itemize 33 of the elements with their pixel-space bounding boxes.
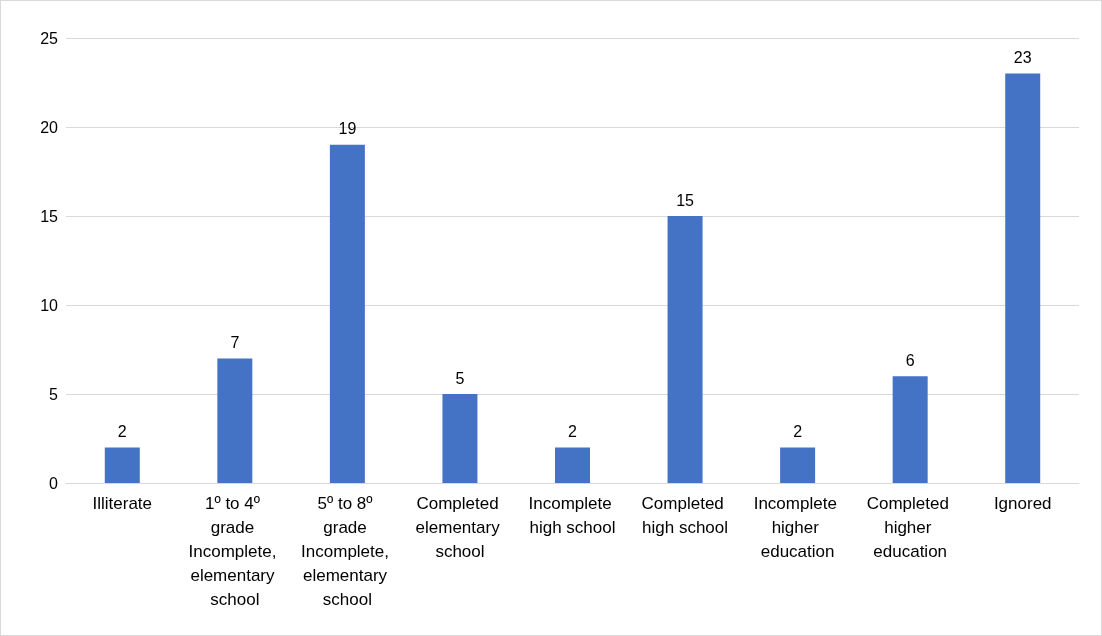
y-tick-label: 25 [40,29,59,47]
y-tick-label: 10 [40,296,59,314]
bar [555,447,590,483]
bar [217,358,253,483]
x-tick-label: Completed higher education [866,493,954,561]
data-label: 19 [338,120,357,138]
x-tick-label: Ignored [993,493,1052,513]
x-tick-label: Incomplete high school [528,493,617,537]
data-label: 2 [568,422,578,440]
x-tick-label: Completed high school [641,493,729,537]
bar [1005,73,1041,483]
bar [667,216,703,483]
data-label: 6 [905,351,915,369]
bar [329,144,365,483]
y-tick-label: 20 [40,118,59,136]
bar [104,447,140,483]
data-label: 2 [117,422,127,440]
x-tick-label: Illiterate [92,493,153,513]
x-tick-label: Incomplete higher education [753,493,842,561]
bar [780,447,816,483]
data-label: 5 [455,369,465,387]
bar [892,376,928,483]
y-tick-label: 15 [40,207,59,225]
y-tick-label: 5 [49,385,59,403]
bar [442,394,478,483]
x-tick-label: Completed elementary school [415,493,505,561]
data-label: 7 [230,333,240,351]
data-label: 2 [793,422,803,440]
x-tick-label: 5º to 8º grade Incomplete, elementary school [301,493,394,609]
x-tick-label: 1º to 4º grade Incomplete, elementary school [188,493,282,609]
data-label: 23 [1013,49,1032,67]
data-label: 15 [676,191,695,209]
y-tick-label: 0 [49,474,59,492]
